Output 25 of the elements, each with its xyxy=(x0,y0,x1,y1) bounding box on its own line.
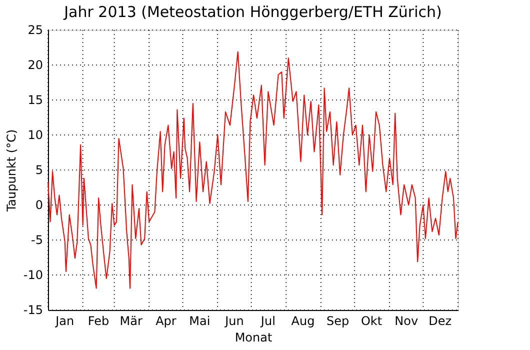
x-tick-label: Sep xyxy=(326,314,350,328)
x-tick-label: Dez xyxy=(428,314,452,328)
x-tick-label: Apr xyxy=(156,314,176,328)
chart-title: Jahr 2013 (Meteostation Hönggerberg/ETH Zürich) xyxy=(63,3,442,21)
x-tick-label: Okt xyxy=(360,314,382,328)
y-tick-label: -5 xyxy=(31,233,43,247)
x-tick-label: Jan xyxy=(54,314,74,328)
y-tick-label: 5 xyxy=(35,163,43,177)
y-tick-label: -15 xyxy=(23,303,43,317)
x-tick-label: Feb xyxy=(88,314,110,328)
y-tick-label: 20 xyxy=(28,58,43,72)
x-tick-label: Jul xyxy=(260,314,276,328)
y-axis-title: Taupunkt (°C) xyxy=(4,129,18,213)
x-tick-label: Mai xyxy=(189,314,210,328)
x-tick-label: Nov xyxy=(394,314,418,328)
y-tick-label: 15 xyxy=(28,93,43,107)
y-tick-label: 10 xyxy=(28,128,43,142)
x-axis-title: Monat xyxy=(234,330,272,344)
line-series xyxy=(48,51,458,289)
x-tick-label: Jun xyxy=(224,314,244,328)
x-tick-label: Mär xyxy=(120,314,143,328)
y-tick-label: -10 xyxy=(23,268,43,282)
y-tick-label: 25 xyxy=(28,23,43,37)
x-tick-label: Aug xyxy=(291,314,315,328)
y-tick-label: 0 xyxy=(35,198,43,212)
